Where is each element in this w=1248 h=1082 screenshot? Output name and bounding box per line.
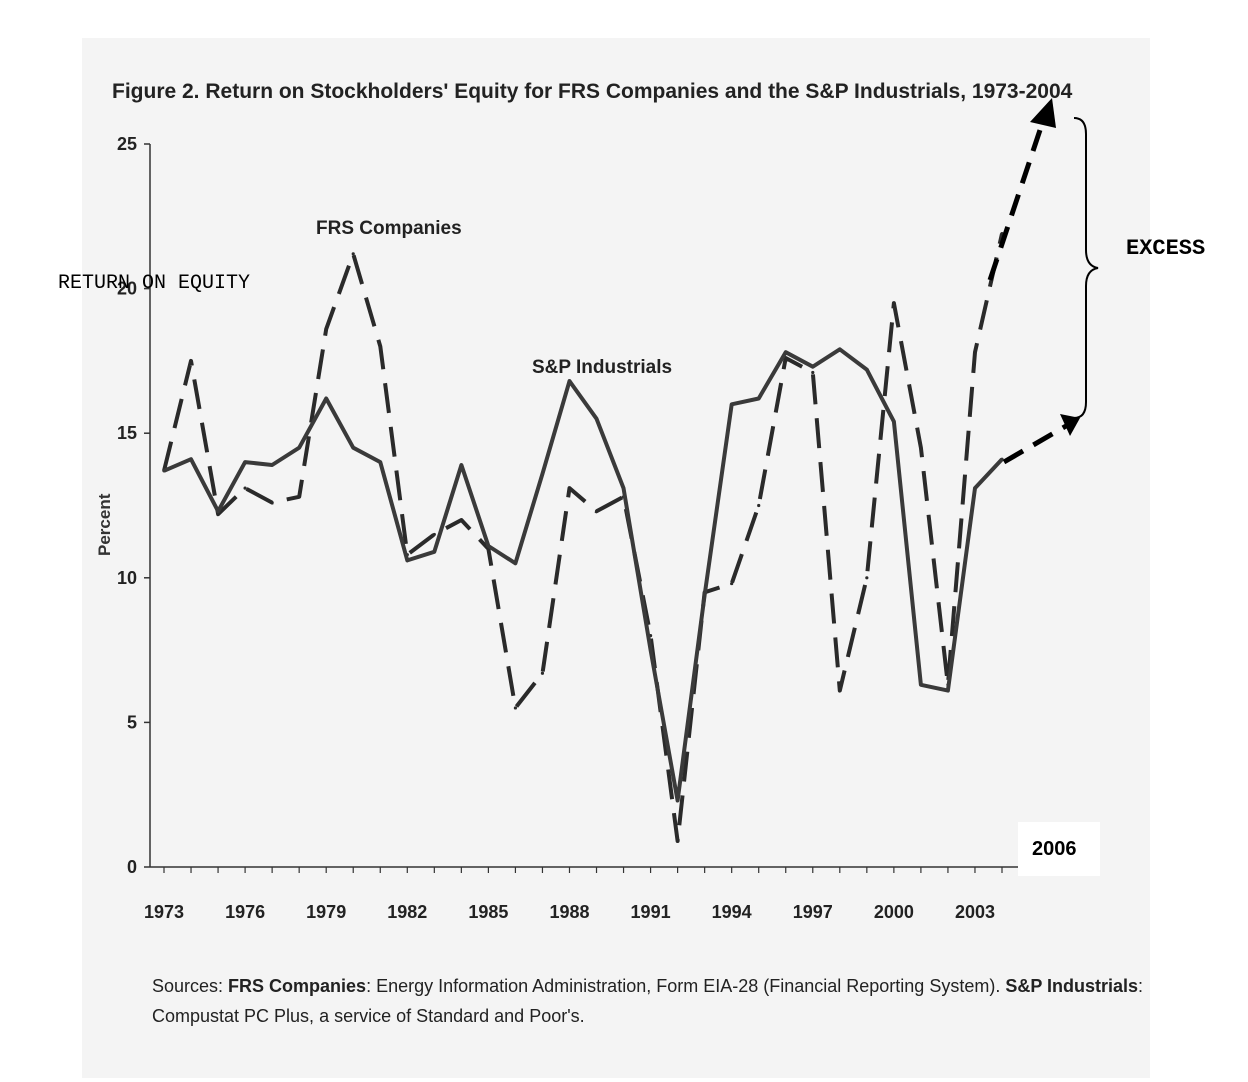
x-tick-label: 1997 xyxy=(793,902,833,922)
sp-point-1976 xyxy=(243,460,247,464)
frs-point-1977 xyxy=(270,501,274,505)
excess-lower-arrowhead xyxy=(1060,414,1080,436)
sp-point-1999 xyxy=(865,367,869,372)
sources-sp: S&P Industrials xyxy=(1005,976,1139,996)
frs-point-1980 xyxy=(351,252,355,256)
x-tick-label: 1994 xyxy=(712,902,752,922)
sp-point-1979 xyxy=(324,396,328,401)
sp-point-2003 xyxy=(973,486,977,490)
frs-point-1988 xyxy=(567,486,572,490)
y-tick-label: 25 xyxy=(117,134,137,154)
frs-point-1995 xyxy=(757,503,761,508)
scanned-page xyxy=(82,38,1150,1078)
frs-point-1974 xyxy=(189,359,193,363)
excess-upper-arrow-line xyxy=(987,111,1049,281)
x-tick-label: 1982 xyxy=(387,902,427,922)
sp-point-1975 xyxy=(216,509,220,513)
excess-label: EXCESS xyxy=(1126,236,1205,261)
y-axis-label: Percent xyxy=(95,493,114,556)
frs-point-1998 xyxy=(838,688,842,693)
frs-point-1984 xyxy=(459,518,463,522)
x-tick-label: 1988 xyxy=(549,902,589,922)
sp-point-1991 xyxy=(648,648,653,652)
x-tick-label: 2003 xyxy=(955,902,995,922)
sp-point-1994 xyxy=(730,402,734,406)
frs-point-1976 xyxy=(243,486,247,490)
y-tick-label: 10 xyxy=(117,568,137,588)
frs-point-1979 xyxy=(324,327,328,331)
frs-point-2001 xyxy=(919,446,923,450)
x-tick-label: 1979 xyxy=(306,902,346,922)
sp-point-1985 xyxy=(486,544,490,548)
sp-series-label: S&P Industrials xyxy=(532,357,672,378)
sp-point-1990 xyxy=(621,486,626,490)
sp-point-1983 xyxy=(432,550,436,554)
sources-frs: FRS Companies xyxy=(228,976,367,996)
y-tick-label: 15 xyxy=(117,423,137,443)
sp-point-1995 xyxy=(757,396,761,401)
frs-point-1987 xyxy=(540,671,545,675)
axes: 0 5 10 15 20 25 1973 1976 1979 1982 1985 1988 1991 19… xyxy=(117,134,1030,922)
excess-upper-arrowhead xyxy=(1030,98,1056,128)
sp-point-1988 xyxy=(567,379,572,383)
sp-point-1986 xyxy=(513,561,518,565)
sp-point-1974 xyxy=(189,457,193,461)
x-tick-label: 1976 xyxy=(225,902,265,922)
frs-point-2003 xyxy=(973,350,977,354)
excess-lower-arrow-line xyxy=(1002,423,1068,465)
sp-point-1984 xyxy=(459,463,463,467)
frs-companies-line xyxy=(162,233,1004,843)
annotation-arrows xyxy=(987,98,1099,465)
sp-point-1978 xyxy=(297,446,301,450)
year-note-box xyxy=(1018,822,1100,876)
sp-point-1977 xyxy=(270,463,274,467)
y-tick-label: 0 xyxy=(127,857,137,877)
frs-point-1978 xyxy=(297,495,301,499)
sp-point-1982 xyxy=(405,558,409,563)
y-tick-label: 5 xyxy=(127,712,137,732)
sp-point-2004 xyxy=(1000,457,1004,461)
sp-point-1973 xyxy=(162,469,166,473)
sp-point-2000 xyxy=(892,420,896,424)
sp-point-1993 xyxy=(703,593,707,597)
sp-point-1981 xyxy=(378,460,382,464)
frs-point-1975 xyxy=(216,512,220,516)
frs-point-1997 xyxy=(811,370,815,375)
sources-line-2: Compustat PC Plus, a service of Standard… xyxy=(152,1006,585,1026)
x-tick-label: 1985 xyxy=(468,902,508,922)
sp-point-1992 xyxy=(676,798,680,803)
sp-point-1998 xyxy=(838,347,842,351)
sources-sp-text: : xyxy=(1138,976,1144,996)
sp-point-1989 xyxy=(594,417,599,421)
sp-point-1980 xyxy=(351,446,355,450)
sp-point-2001 xyxy=(919,683,923,687)
sp-industrials-line xyxy=(163,347,1004,803)
frs-point-1983 xyxy=(432,532,436,537)
series-layer xyxy=(162,232,1004,843)
frs-point-1994 xyxy=(730,581,734,586)
x-tick-label: 1973 xyxy=(144,902,184,922)
excess-brace xyxy=(1073,117,1099,419)
frs-point-1981 xyxy=(378,344,382,349)
frs-point-1986 xyxy=(513,706,518,710)
sp-point-1996 xyxy=(784,350,788,354)
frs-series-label: FRS Companies xyxy=(316,218,462,239)
chart-title: Figure 2. Return on Stockholders' Equity… xyxy=(112,80,1073,103)
frs-point-1999 xyxy=(865,576,869,580)
sources-prefix: Sources: xyxy=(152,976,229,996)
x-tick-label: 2000 xyxy=(874,902,914,922)
frs-point-1989 xyxy=(594,509,599,513)
sources-line-1: Sources: FRS Companies: Energy Informati… xyxy=(152,976,1143,997)
x-tick-label: 1991 xyxy=(631,902,671,922)
frs-point-1992 xyxy=(676,839,680,843)
sp-point-1997 xyxy=(811,365,815,369)
sp-point-1987 xyxy=(540,472,545,476)
sources-frs-text: : Energy Information Administration, For… xyxy=(366,976,1006,996)
y-tick-label: 20 xyxy=(117,279,137,299)
return-on-equity-annotation: RETURN ON EQUITY xyxy=(58,272,250,295)
frs-point-2000 xyxy=(892,301,896,305)
sp-point-2002 xyxy=(946,688,950,693)
